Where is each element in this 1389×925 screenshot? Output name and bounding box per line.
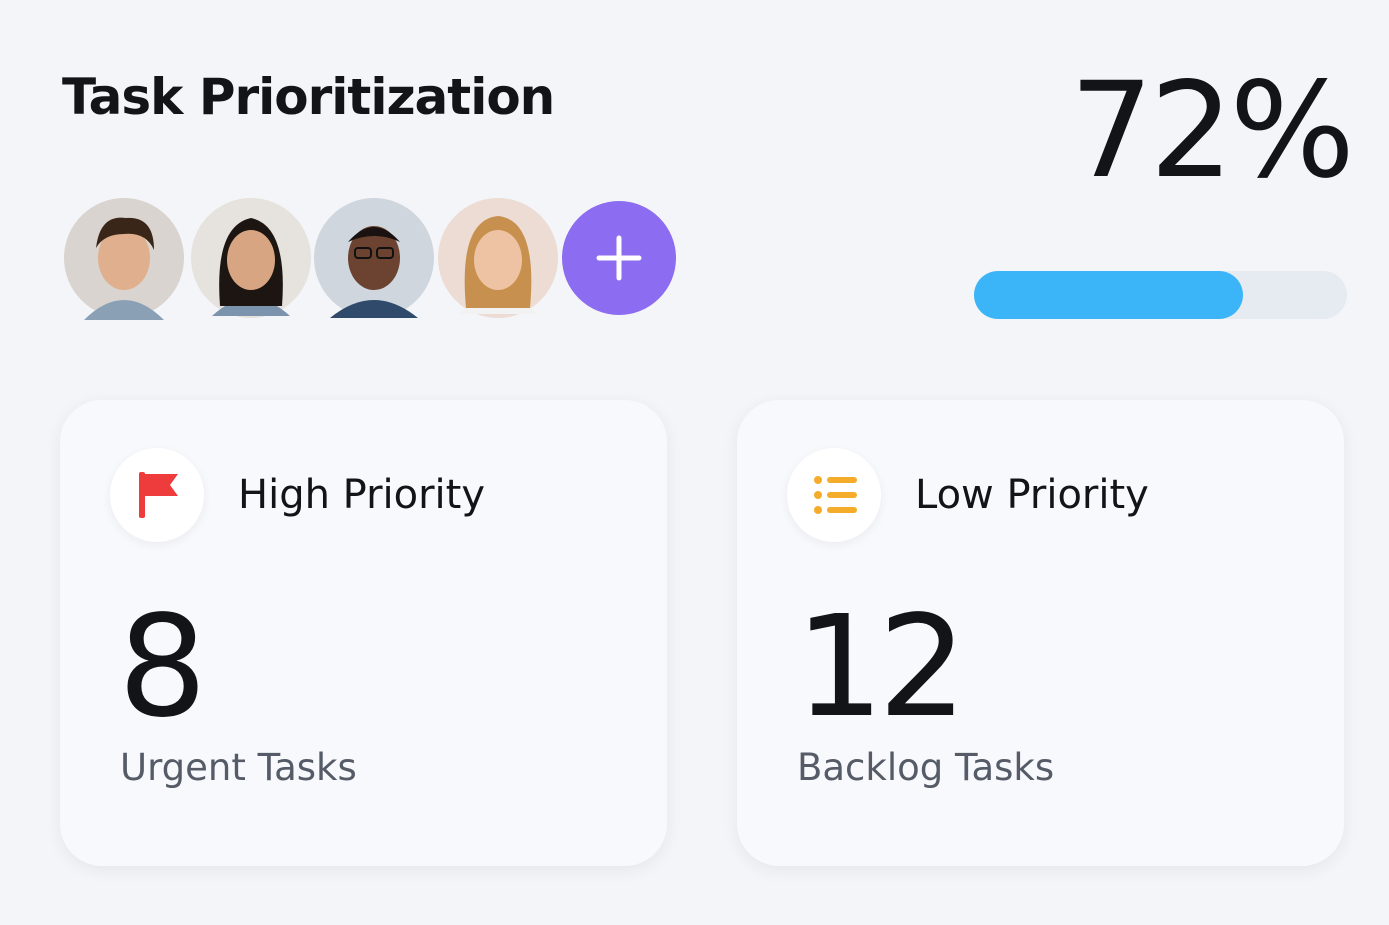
card-title: Low Priority	[915, 472, 1149, 518]
avatar[interactable]	[64, 198, 184, 320]
avatar-group	[64, 198, 676, 320]
progress-track	[974, 271, 1347, 319]
list-icon	[787, 448, 881, 542]
flag-glyph	[139, 472, 178, 518]
list-glyph	[814, 476, 857, 514]
priority-card: High Priority 8 Urgent Tasks	[60, 400, 667, 866]
priority-card: Low Priority 12 Backlog Tasks	[737, 400, 1344, 866]
avatar[interactable]	[314, 198, 434, 318]
avatar[interactable]	[438, 198, 558, 318]
avatar[interactable]	[191, 198, 311, 318]
page-title: Task Prioritization	[62, 68, 555, 126]
card-title: High Priority	[238, 472, 486, 518]
progress-fill	[974, 271, 1243, 319]
card-count: 8	[118, 586, 207, 749]
card-caption: Urgent Tasks	[120, 746, 357, 789]
flag-icon	[110, 448, 204, 542]
card-count: 12	[795, 586, 967, 749]
progress-label: 72%	[1069, 54, 1355, 208]
card-caption: Backlog Tasks	[797, 746, 1055, 789]
add-member-button[interactable]	[562, 201, 676, 315]
